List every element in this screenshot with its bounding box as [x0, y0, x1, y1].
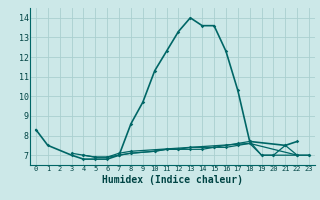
- X-axis label: Humidex (Indice chaleur): Humidex (Indice chaleur): [102, 175, 243, 185]
